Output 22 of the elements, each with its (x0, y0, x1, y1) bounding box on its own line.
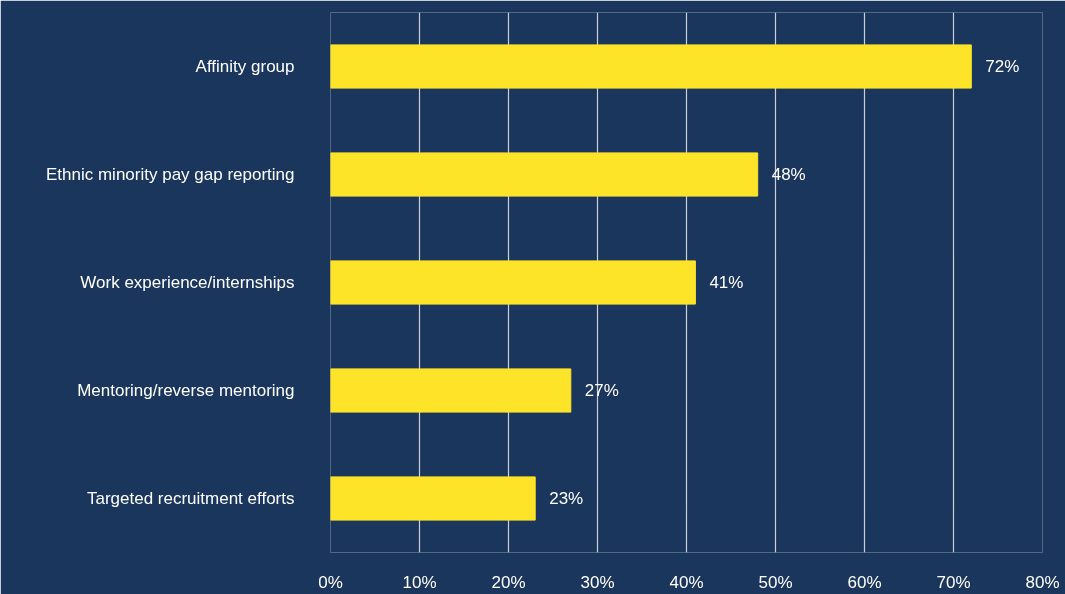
bar (330, 152, 759, 197)
y-tick-label: Work experience/internships (80, 273, 295, 292)
bar (330, 476, 536, 521)
y-tick-label: Affinity group (195, 57, 295, 76)
data-label: 23% (549, 489, 584, 508)
y-tick-label: Targeted recruitment efforts (86, 489, 295, 508)
data-label: 41% (709, 273, 744, 292)
x-tick-label: 40% (669, 572, 704, 592)
y-tick-label: Ethnic minority pay gap reporting (45, 165, 295, 184)
x-tick-label: 70% (936, 572, 971, 592)
x-tick-label: 0% (318, 572, 343, 592)
x-tick-label: 50% (758, 572, 793, 592)
bar (330, 368, 572, 413)
y-tick-label: Mentoring/reverse mentoring (77, 381, 295, 400)
x-tick-label: 30% (580, 572, 615, 592)
x-tick-label: 20% (491, 572, 526, 592)
x-tick-label: 60% (847, 572, 882, 592)
bar (330, 44, 972, 89)
x-tick-label: 10% (402, 572, 437, 592)
x-tick-label: 80% (1025, 572, 1060, 592)
bar (330, 260, 696, 305)
data-label: 72% (985, 57, 1020, 76)
